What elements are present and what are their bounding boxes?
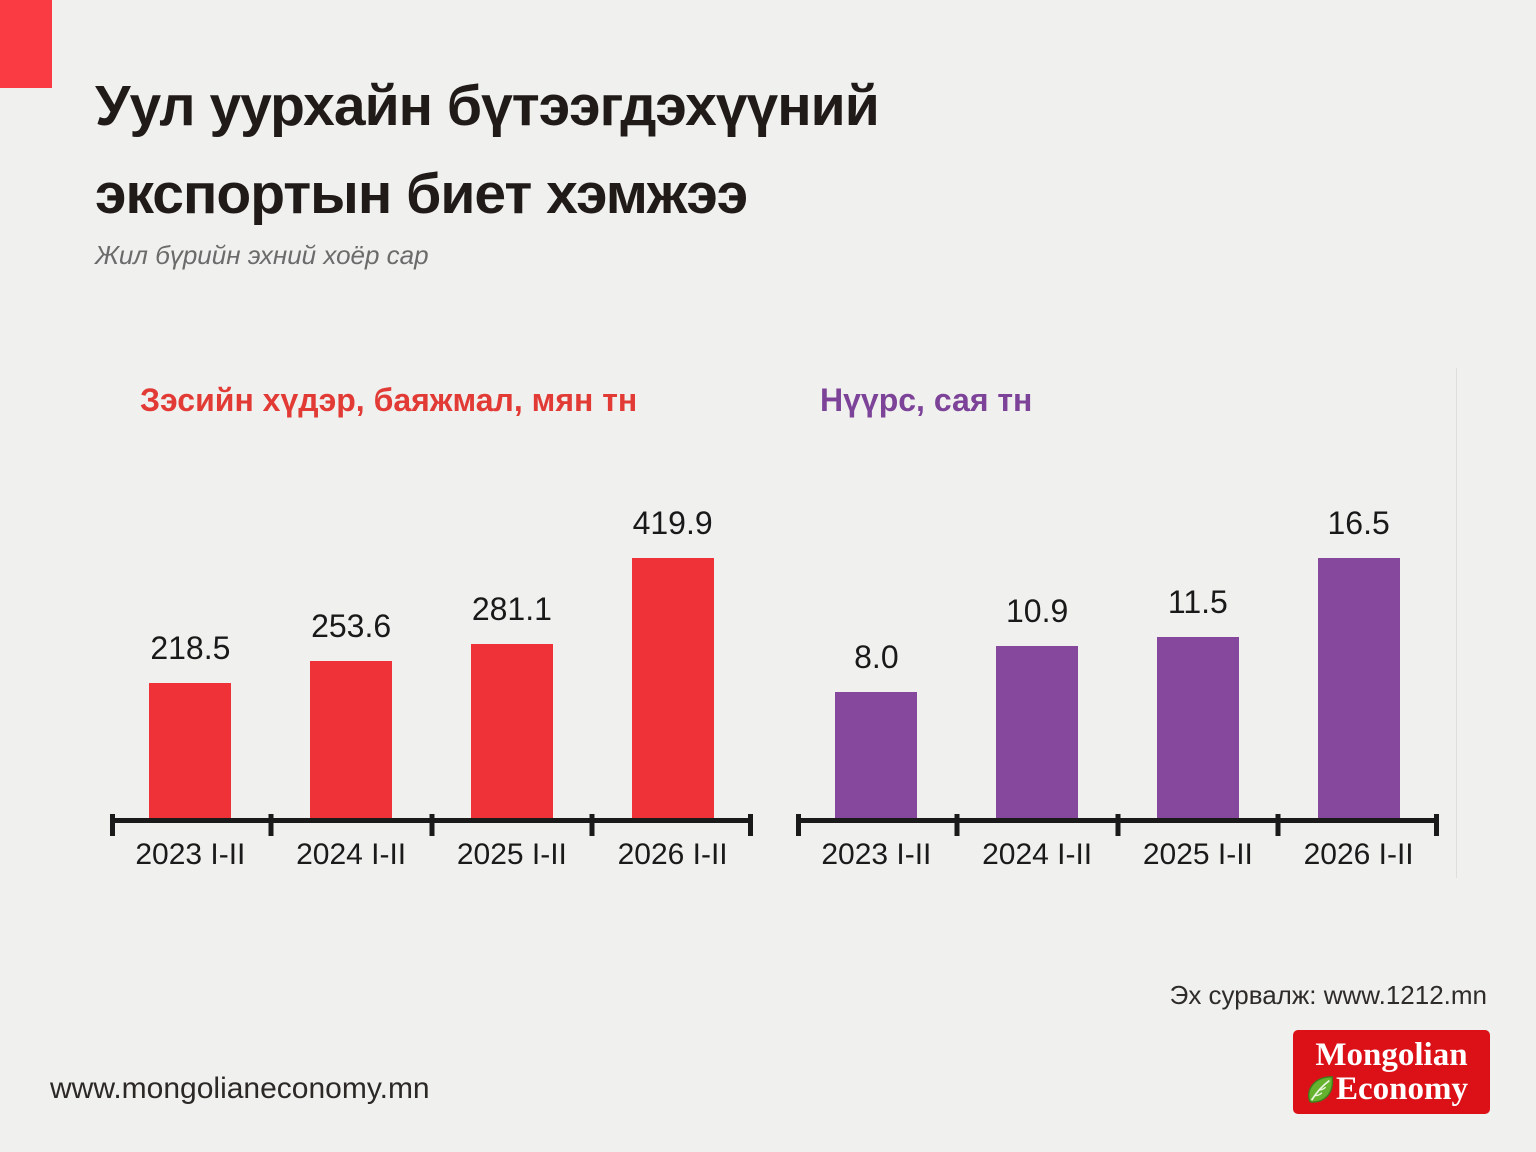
panel-divider-line — [1456, 368, 1457, 878]
logo-line-2: Economy — [1305, 1072, 1468, 1106]
chart-category-axis: 2023 I-II 2024 I-II 2025 I-II 2026 I-II — [110, 838, 753, 872]
category-label: 2024 I-II — [296, 838, 407, 871]
category-label: 2026 I-II — [617, 838, 728, 871]
bar-cell: 11.5 — [1118, 558, 1279, 818]
bar-cell: 218.5 — [110, 558, 271, 818]
bar-2023-i-ii — [149, 683, 232, 818]
left-chart-title: Зэсийн хүдэр, баяжмал, мян тн — [140, 382, 638, 418]
bar-cell: 281.1 — [432, 558, 593, 818]
axis-tick — [110, 814, 115, 836]
axis-tick — [1115, 814, 1120, 836]
bar-value-label: 419.9 — [632, 505, 713, 541]
website-url-text: www.mongolianeconomy.mn — [50, 1072, 430, 1105]
chart-plot-area: 8.0 10.9 11.5 16.5 — [796, 505, 1439, 836]
bar-value-label: 11.5 — [1167, 584, 1228, 620]
bar-cell: 419.9 — [592, 505, 753, 818]
mongolian-economy-logo: Mongolian Economy — [1293, 1030, 1490, 1114]
axis-tick — [589, 814, 595, 836]
category-label: 2023 I-II — [135, 838, 246, 871]
bar-value-label: 253.6 — [311, 608, 392, 644]
bar-cell: 8.0 — [796, 558, 957, 818]
corner-accent-square — [0, 0, 52, 88]
coal-export-bar-chart: 8.0 10.9 11.5 16.5 2023 I-II 2024 I-II 2025 I… — [796, 505, 1439, 872]
logo-text-line-2: Economy — [1336, 1071, 1468, 1107]
bar-value-label: 281.1 — [471, 591, 552, 627]
page-title-line-1: Уул уурхайн бүтээгдэхүүний — [95, 74, 880, 138]
bar-value-label: 10.9 — [1005, 593, 1069, 629]
chart-plot-area: 218.5 253.6 281.1 419.9 — [110, 505, 753, 836]
bar-cell: 10.9 — [957, 558, 1118, 818]
bar-cell: 16.5 — [1278, 505, 1439, 818]
category-label: 2026 I-II — [1303, 838, 1414, 871]
bar-value-label: 16.5 — [1327, 505, 1390, 541]
copper-export-bar-chart: 218.5 253.6 281.1 419.9 2023 I-II 2024 I-II 2… — [110, 505, 753, 872]
bar-2026-i-ii — [1317, 558, 1400, 818]
bar-2024-i-ii — [996, 646, 1079, 818]
axis-tick — [429, 814, 434, 836]
page-title: Уул уурхайн бүтээгдэхүүний экспортын бие… — [95, 62, 880, 238]
bar-2025-i-ii — [470, 644, 553, 818]
page-subtitle: Жил бүрийн эхний хоёр сар — [95, 240, 429, 270]
bar-2023-i-ii — [835, 692, 918, 818]
category-label: 2025 I-II — [1142, 838, 1253, 871]
logo-text-line-1: Mongolian — [1315, 1037, 1468, 1073]
chart-category-axis: 2023 I-II 2024 I-II 2025 I-II 2026 I-II — [796, 838, 1439, 872]
bar-value-label: 8.0 — [854, 639, 899, 675]
axis-tick — [1434, 814, 1439, 836]
category-label: 2024 I-II — [982, 838, 1093, 871]
bar-2026-i-ii — [631, 558, 714, 818]
right-chart-title: Нүүрс, сая тн — [820, 382, 1033, 418]
axis-tick — [1275, 814, 1281, 836]
data-source-text: Эх сурвалж: www.1212.mn — [1169, 980, 1487, 1010]
bar-2025-i-ii — [1156, 637, 1239, 818]
axis-tick — [954, 814, 960, 836]
axis-tick — [268, 814, 274, 836]
axis-tick — [748, 814, 753, 836]
leaf-icon — [1308, 1076, 1334, 1103]
axis-tick — [796, 814, 801, 836]
bar-value-label: 218.5 — [150, 630, 231, 666]
bar-2024-i-ii — [310, 661, 393, 818]
category-label: 2025 I-II — [456, 838, 567, 871]
category-label: 2023 I-II — [821, 838, 932, 871]
page-title-line-2: экспортын биет хэмжээ — [95, 162, 748, 226]
bar-cell: 253.6 — [271, 558, 432, 818]
